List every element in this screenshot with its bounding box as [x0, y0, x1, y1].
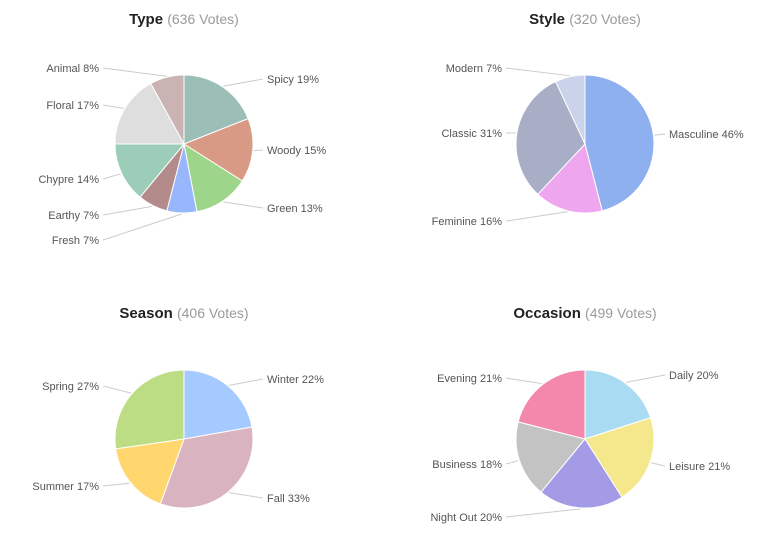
leader-line-spicy: [223, 78, 264, 87]
chart-style: Style (320 Votes) Masculine 46% Feminine…: [432, 11, 744, 228]
leader-line-business: [505, 460, 519, 465]
pie-slice-woody: [182, 117, 254, 182]
leader-line-modern: [505, 67, 570, 77]
vote-count: (636 Votes): [167, 11, 239, 27]
leader-line-summer: [102, 482, 130, 487]
leader-line-daily: [626, 374, 666, 383]
slice-label-leisure: Leisure 21%: [669, 461, 730, 473]
leader-lines: [102, 378, 264, 499]
leader-line-fresh: [102, 213, 182, 241]
chart-title-text: Occasion: [513, 305, 581, 322]
slice-label-masculine: Masculine 46%: [669, 129, 744, 141]
pie-slice-fall: [159, 426, 254, 509]
leader-line-spring: [102, 385, 132, 394]
slice-label-floral: Floral 17%: [46, 100, 99, 112]
leader-line-green: [223, 201, 264, 209]
chart-title-text: Style: [529, 11, 565, 28]
leader-line-masculine: [654, 133, 666, 136]
pie-slice-masculine: [584, 74, 655, 212]
pie-slices: [114, 369, 254, 509]
pie-slice-feminine: [537, 142, 603, 214]
leader-lines: [505, 374, 666, 518]
leader-line-floral: [102, 104, 124, 109]
chart-season: Season (406 Votes) Winter 22% Fall 33% S…: [32, 305, 324, 509]
pie-slice-winter: [183, 369, 253, 440]
pie-slice-leisure: [584, 417, 655, 498]
slice-label-spring: Spring 27%: [42, 381, 99, 393]
pie-slice-modern: [554, 74, 586, 145]
pie-slices: [114, 74, 254, 214]
pie-slice-green: [183, 142, 243, 213]
chart-title: Occasion (499 Votes): [513, 305, 656, 322]
slice-label-business: Business 18%: [432, 459, 502, 471]
slice-label-green: Green 13%: [267, 203, 323, 215]
pie-slice-evening: [517, 369, 586, 440]
leader-line-earthy: [102, 205, 153, 216]
leader-line-leisure: [650, 462, 666, 467]
slice-label-woody: Woody 15%: [267, 145, 326, 157]
leader-line-feminine: [505, 211, 568, 222]
pie-slice-daily: [584, 369, 652, 440]
chart-type: Type (636 Votes) Spicy 19% Woody 15% Gre…: [38, 11, 326, 247]
slice-label-evening: Evening 21%: [437, 373, 502, 385]
slice-label-night-out: Night Out 20%: [430, 512, 502, 524]
pie-slice-night-out: [540, 438, 623, 509]
slice-label-feminine: Feminine 16%: [432, 216, 503, 228]
leader-line-woody: [253, 149, 264, 152]
chart-title-text: Season: [119, 305, 172, 322]
leader-line-fall: [228, 492, 264, 499]
pie-slices: [515, 74, 655, 214]
slice-label-earthy: Earthy 7%: [48, 210, 99, 222]
leader-lines: [102, 67, 264, 241]
vote-count: (499 Votes): [585, 305, 657, 321]
slice-label-modern: Modern 7%: [446, 63, 502, 75]
slice-label-daily: Daily 20%: [669, 370, 719, 382]
pie-slice-floral: [114, 82, 185, 145]
leader-line-evening: [505, 377, 543, 385]
chart-title: Style (320 Votes): [529, 11, 641, 28]
pie-slice-spring: [114, 369, 185, 450]
pie-slice-spicy: [183, 74, 249, 145]
pie-slice-classic: [515, 80, 586, 196]
slice-label-animal: Animal 8%: [46, 63, 99, 75]
chart-title: Type (636 Votes): [129, 11, 239, 28]
leader-line-night-out: [505, 508, 581, 518]
leader-line-animal: [102, 67, 167, 77]
slice-label-summer: Summer 17%: [32, 481, 99, 493]
slice-label-classic: Classic 31%: [441, 128, 502, 140]
chart-title-text: Type: [129, 11, 163, 28]
vote-count: (320 Votes): [569, 11, 641, 27]
slice-label-fresh: Fresh 7%: [52, 235, 99, 247]
leader-lines: [505, 67, 666, 222]
leader-line-chypre: [102, 173, 121, 180]
vote-count: (406 Votes): [177, 305, 249, 321]
pie-slice-chypre: [114, 143, 186, 198]
chart-title: Season (406 Votes): [119, 305, 248, 322]
pie-slice-business: [515, 421, 586, 493]
slice-label-spicy: Spicy 19%: [267, 74, 319, 86]
leader-line-winter: [228, 378, 264, 386]
slice-label-fall: Fall 33%: [267, 493, 310, 505]
slice-label-winter: Winter 22%: [267, 374, 324, 386]
slice-label-chypre: Chypre 14%: [38, 174, 99, 186]
pie-slice-summer: [115, 438, 185, 505]
pie-slices: [515, 369, 655, 509]
chart-occasion: Occasion (499 Votes) Daily 20% Leisure 2…: [430, 305, 730, 524]
pie-slice-animal: [150, 74, 185, 145]
